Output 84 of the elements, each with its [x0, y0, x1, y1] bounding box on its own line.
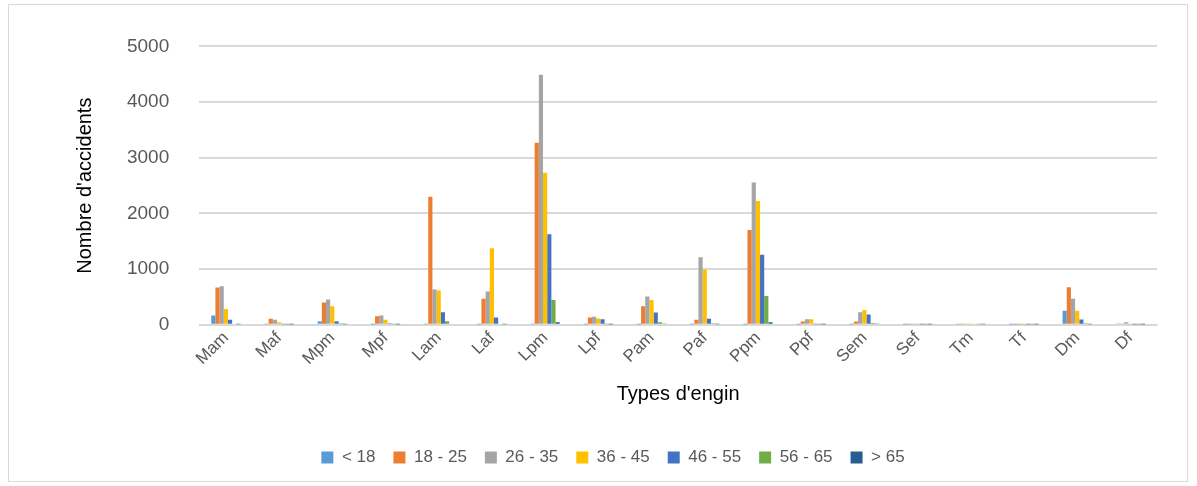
bar	[760, 254, 765, 324]
bar	[1075, 310, 1080, 324]
bar	[227, 319, 233, 324]
bar	[326, 299, 331, 324]
bar	[215, 287, 220, 324]
y-tick-label: 3000	[126, 146, 170, 168]
bar	[809, 319, 814, 324]
bar	[694, 319, 699, 324]
bar	[330, 306, 335, 324]
bar	[596, 318, 601, 324]
x-tick-label: Ppf	[785, 327, 818, 360]
bar	[219, 286, 224, 324]
bar	[375, 316, 380, 324]
x-tick-label: Dm	[1051, 327, 1084, 360]
bar	[481, 298, 486, 324]
bar	[321, 302, 327, 324]
bar	[268, 318, 273, 324]
legend-label: 26 - 35	[505, 447, 559, 467]
y-tick-label: 5000	[126, 34, 170, 56]
x-tick-label: Tf	[1006, 327, 1031, 352]
bar	[862, 310, 867, 324]
bar	[755, 200, 761, 324]
x-tick-label: Paf	[679, 327, 712, 360]
legend-label: 18 - 25	[413, 447, 467, 467]
x-axis-title: Types d'engin	[616, 381, 740, 404]
x-tick-label: Sem	[832, 327, 871, 366]
bar	[383, 319, 388, 324]
bar	[551, 300, 556, 324]
x-tick-label: Df	[1111, 327, 1137, 354]
bar	[494, 317, 499, 324]
x-tick-label: Tm	[946, 327, 977, 359]
bar	[440, 312, 445, 324]
bar	[866, 314, 871, 324]
bar	[653, 312, 658, 324]
x-tick-label: Lpm	[514, 327, 552, 365]
legend-label: 36 - 45	[596, 447, 650, 467]
x-tick-label: Maf	[251, 327, 286, 362]
bar	[538, 74, 544, 324]
y-tick-label: 1000	[126, 257, 170, 279]
bar	[698, 257, 703, 324]
bar	[804, 319, 810, 324]
x-tick-label: Lpf	[574, 327, 605, 358]
y-tick-label: 2000	[126, 201, 170, 223]
legend-label: 56 - 65	[779, 447, 833, 467]
bar	[649, 300, 654, 324]
bar	[485, 291, 490, 324]
legend-label: > 65	[871, 447, 905, 467]
bar	[317, 321, 322, 324]
bar	[223, 308, 228, 324]
legend-label: 46 - 55	[688, 447, 742, 467]
bar	[751, 182, 756, 324]
y-tick-label: 0	[158, 313, 170, 335]
x-tick-label: Laf	[467, 327, 499, 358]
bar	[436, 290, 441, 324]
bar	[334, 321, 339, 324]
bar	[428, 196, 433, 324]
x-tick-label: Lam	[408, 327, 445, 365]
bar	[1070, 298, 1076, 324]
bar	[547, 234, 552, 324]
bar	[747, 229, 752, 324]
bar	[858, 312, 863, 324]
bar	[379, 315, 384, 324]
bar	[764, 295, 769, 324]
bar	[600, 319, 605, 324]
bar	[702, 269, 707, 324]
bar	[489, 248, 494, 324]
y-tick-label: 4000	[126, 90, 170, 112]
bar	[444, 321, 450, 324]
bar	[432, 289, 437, 324]
bar	[272, 319, 277, 324]
y-axis-title: Nombre d'accidents	[72, 97, 95, 274]
x-tick-label: Sef	[892, 327, 924, 360]
bar	[645, 296, 650, 324]
x-tick-label: Mpf	[358, 327, 392, 362]
bar	[641, 306, 646, 324]
bar	[1062, 310, 1067, 324]
bar	[706, 318, 712, 324]
bar	[211, 315, 216, 324]
bar	[1066, 287, 1071, 324]
legend-label: < 18	[341, 447, 376, 467]
bar	[587, 317, 593, 324]
bar	[543, 172, 548, 324]
bar	[592, 316, 597, 324]
bar	[534, 142, 539, 324]
